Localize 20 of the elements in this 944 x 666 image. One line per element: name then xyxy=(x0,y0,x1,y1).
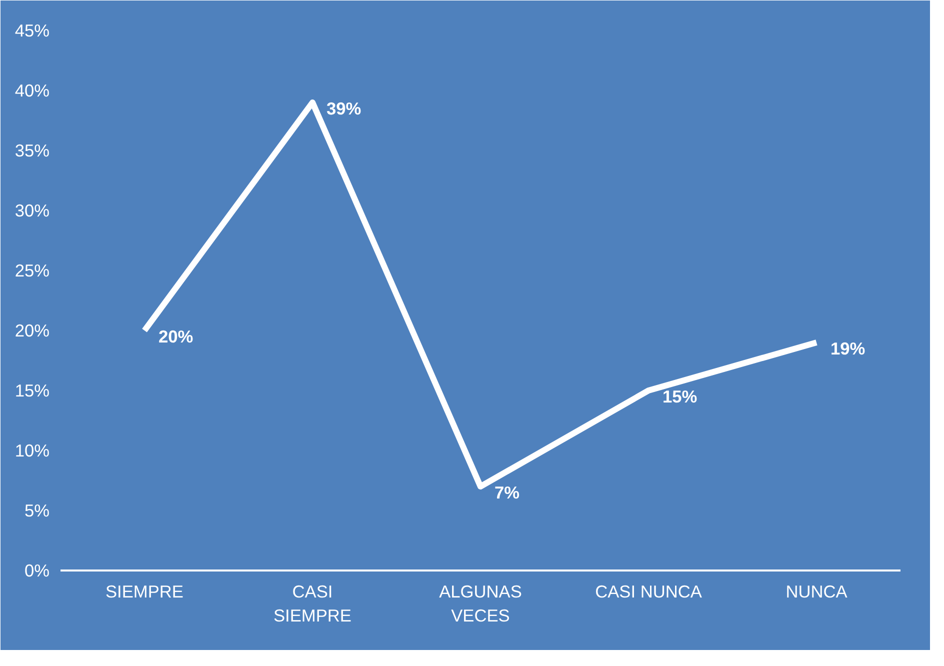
y-tick-label: 35% xyxy=(14,140,50,160)
y-tick-label: 30% xyxy=(14,200,50,220)
y-tick-label: 25% xyxy=(14,260,50,280)
y-tick-label: 45% xyxy=(14,20,50,40)
y-tick-label: 5% xyxy=(24,500,50,520)
y-tick-label: 15% xyxy=(14,380,50,400)
data-label: 19% xyxy=(830,338,866,358)
x-tick-label: CASI SIEMPRE xyxy=(274,582,352,626)
y-tick-label: 0% xyxy=(24,560,50,580)
x-tick-label: CASI NUNCA xyxy=(595,582,702,602)
data-label: 39% xyxy=(326,98,362,118)
y-tick-label: 10% xyxy=(14,440,50,460)
y-tick-label: 40% xyxy=(14,80,50,100)
data-label: 7% xyxy=(494,482,520,502)
data-label: 15% xyxy=(662,386,698,406)
x-tick-label: NUNCA xyxy=(786,582,848,602)
data-label: 20% xyxy=(158,326,194,346)
x-tick-label: ALGUNAS VECES xyxy=(439,582,522,626)
y-tick-label: 20% xyxy=(14,320,50,340)
x-tick-label: SIEMPRE xyxy=(106,582,184,602)
